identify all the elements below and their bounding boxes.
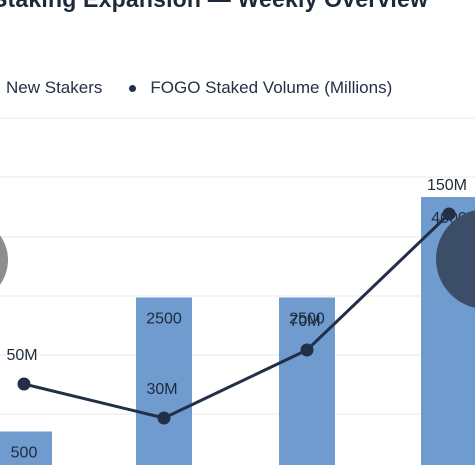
line-point-label-1: 30M	[146, 381, 177, 398]
line-point-0	[17, 377, 31, 391]
legend-marker-icon	[129, 84, 137, 92]
line-point-label-0: 50M	[6, 347, 37, 364]
legend-label-new-stakers: New Stakers	[6, 78, 103, 97]
line-point-2	[300, 343, 314, 357]
chart-title: Staking Expansion — Weekly Overview	[0, 0, 428, 13]
overlay-circle-right	[436, 210, 475, 308]
bar-0	[0, 431, 52, 465]
line-point-3	[442, 207, 456, 221]
legend: New Stakers FOGO Staked Volume (Millions…	[0, 77, 392, 99]
bar-label-2: 2500	[289, 311, 325, 328]
line-point-label-2: 70M	[289, 313, 320, 330]
bar-label-1: 2500	[146, 311, 182, 328]
bar-label-0: 500	[11, 445, 38, 462]
legend-label-fogo-volume: FOGO Staked Volume (Millions)	[150, 78, 393, 97]
overlay-circle-left	[0, 235, 8, 285]
line-series-fogo-volume	[23, 212, 451, 420]
legend-item-fogo-volume: FOGO Staked Volume (Millions)	[129, 78, 392, 98]
bar-1	[136, 297, 192, 465]
legend-item-new-stakers: New Stakers	[6, 78, 102, 98]
line-point-1	[157, 411, 171, 425]
line-point-label-3: 150M	[427, 177, 467, 194]
bar-2	[279, 297, 335, 465]
